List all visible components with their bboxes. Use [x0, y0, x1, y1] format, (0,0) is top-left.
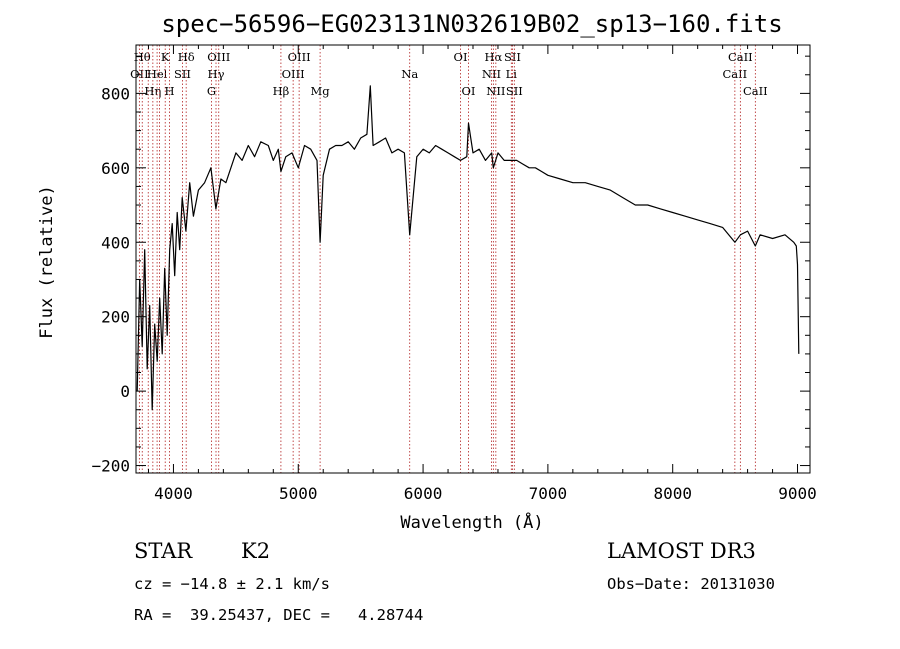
y-tick-label: 800 [101, 84, 130, 103]
object-subclass: K2 [241, 539, 270, 563]
y-tick-label: 400 [101, 233, 130, 252]
line-marker-label: OIII [207, 50, 230, 64]
y-tick-label: 600 [101, 159, 130, 178]
line-marker-label: CaII [728, 50, 753, 64]
line-marker-label: OI [454, 50, 468, 64]
line-marker-label: SII [506, 84, 523, 98]
line-marker-label: OIII [288, 50, 311, 64]
line-marker-label: Hγ [208, 67, 225, 81]
line-marker-label: Hη [144, 84, 161, 98]
line-marker-label: CaII [743, 84, 768, 98]
line-marker-label: CaII [722, 67, 747, 81]
y-tick-label: −200 [91, 457, 130, 476]
x-axis-label: Wavelength (Å) [400, 511, 543, 533]
line-marker-label: Li [506, 67, 518, 81]
spectral-line-markers: OII Hθ Hη Hel K H SII Hδ G Hγ OIII Hβ OIII OIII Mg Na OI… [130, 45, 768, 473]
x-tick-label: 8000 [653, 484, 692, 503]
line-marker-label: G [207, 84, 216, 98]
observation-date: Obs−Date: 20131030 [607, 575, 775, 593]
line-marker-label: Hθ [134, 50, 151, 64]
line-marker-label: Hβ [273, 84, 290, 98]
line-marker-label: OIII [282, 67, 305, 81]
x-tick-label: 5000 [279, 484, 318, 503]
line-marker-label: Hα [484, 50, 502, 64]
x-tick-label: 4000 [154, 484, 193, 503]
line-marker-label: SII [504, 50, 521, 64]
x-tick-label: 9000 [778, 484, 817, 503]
y-tick-label: 200 [101, 308, 130, 327]
line-marker-label: OII [130, 67, 149, 81]
x-tick-label: 6000 [404, 484, 443, 503]
line-marker-label: K [161, 50, 170, 64]
line-marker-label: OI [462, 84, 476, 98]
line-marker-label: NII [482, 67, 501, 81]
x-tick-label: 7000 [529, 484, 568, 503]
y-tick-label: 0 [120, 382, 130, 401]
line-marker-label: H [165, 84, 175, 98]
y-axis-label: Flux (relative) [37, 185, 57, 339]
line-marker-label: Mg [311, 84, 331, 98]
line-marker-label: Hδ [178, 50, 195, 64]
spectrum-series-line [136, 85, 800, 411]
line-marker-label: NII [486, 84, 505, 98]
object-class: STAR [134, 539, 193, 563]
survey-name: LAMOST DR3 [607, 539, 756, 563]
plot-frame [135, 44, 811, 474]
redshift-readout: cz = −14.8 ± 2.1 km/s [134, 575, 330, 593]
x-axis-ticks: 4000 5000 6000 7000 8000 9000 [147, 45, 817, 503]
line-marker-label: SII [174, 67, 191, 81]
chart-title: spec−56596−EG023131N032619B02_sp13−160.f… [161, 10, 782, 38]
line-marker-label: Hel [147, 67, 168, 81]
coordinates-readout: RA = 39.25437, DEC = 4.28744 [134, 606, 423, 624]
y-axis-ticks: −200 0 200 400 600 800 [91, 55, 810, 476]
line-marker-label: Na [401, 67, 418, 81]
